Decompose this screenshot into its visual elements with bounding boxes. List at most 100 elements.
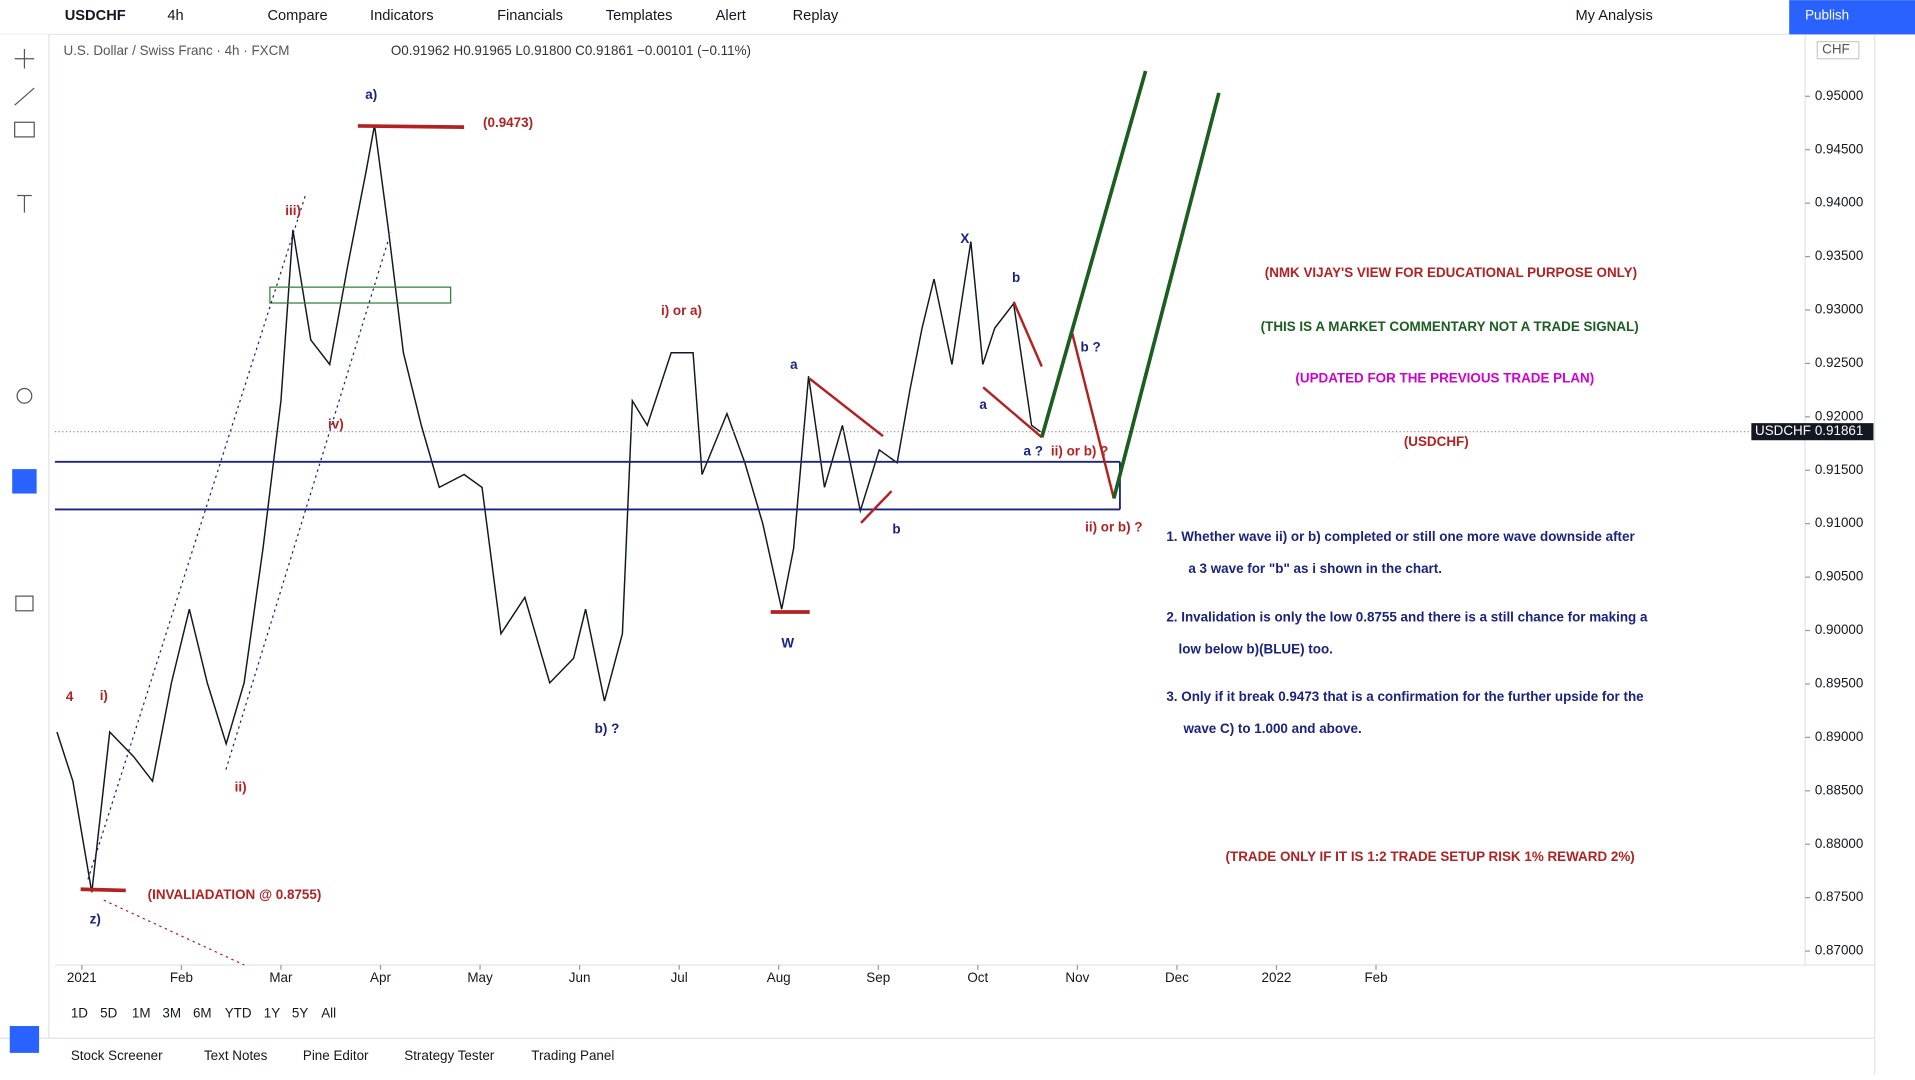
range-button[interactable]: 5D	[100, 1005, 117, 1020]
commentary: (NMK VIJAY'S VIEW FOR EDUCATIONAL PURPOS…	[1166, 265, 1648, 864]
wave-label: ii)	[235, 779, 247, 794]
x-tick-label: Apr	[370, 970, 391, 985]
wave-label: (INVALIADATION @ 0.8755)	[148, 887, 322, 902]
range-button[interactable]: 1D	[71, 1005, 88, 1020]
note: (THIS IS A MARKET COMMENTARY NOT A TRADE…	[1261, 319, 1639, 334]
legend-title: U.S. Dollar / Swiss Franc · 4h · FXCM	[64, 43, 290, 58]
bottom-tab[interactable]: Trading Panel	[531, 1048, 614, 1063]
note: 2. Invalidation is only the low 0.8755 a…	[1166, 610, 1648, 625]
y-tick-label: 0.87000	[1815, 943, 1864, 958]
x-tick-label: May	[467, 970, 493, 985]
wave-label: i) or a)	[661, 303, 702, 318]
x-tick-label: Mar	[269, 970, 293, 985]
y-tick-label: 0.89500	[1815, 675, 1864, 690]
x-tick-label: 2021	[67, 970, 97, 985]
wave-label: iv)	[328, 417, 344, 432]
x-tick-label: Jul	[671, 970, 688, 985]
y-tick-label: 0.92000	[1815, 408, 1864, 423]
range-button[interactable]: 5Y	[292, 1005, 308, 1020]
toolbar-button[interactable]: Compare	[267, 8, 327, 24]
note: a 3 wave for "b" as i shown in the chart…	[1188, 561, 1442, 576]
last-price-symbol: USDCHF	[1755, 423, 1811, 438]
publish-label[interactable]: Publish	[1805, 8, 1849, 23]
note: 1. Whether wave ii) or b) completed or s…	[1166, 529, 1635, 544]
wave-label: 4	[66, 689, 74, 704]
note-heading: (USDCHF)	[1404, 434, 1469, 449]
wave-label: b) ?	[595, 721, 620, 736]
wave-label: b	[1012, 270, 1020, 285]
wave-label: ii) or b) ?	[1051, 444, 1108, 459]
wave-label: (0.9473)	[483, 115, 533, 130]
wave-label: a	[979, 397, 987, 412]
interval[interactable]: 4h	[167, 8, 183, 24]
y-tick-label: 0.90000	[1815, 622, 1864, 637]
y-tick-label: 0.90500	[1815, 569, 1864, 584]
x-tick-label: Oct	[967, 970, 988, 985]
x-tick-label: Nov	[1065, 970, 1089, 985]
y-tick-label: 0.94000	[1815, 195, 1864, 210]
wave-label: iii)	[285, 203, 301, 218]
wave-label: X	[960, 231, 969, 246]
note: (NMK VIJAY'S VIEW FOR EDUCATIONAL PURPOS…	[1265, 265, 1637, 280]
annotations: a) (0.9473) iii) iv) i) or a) a X b a b …	[66, 87, 1143, 926]
x-tick-label: Aug	[767, 970, 791, 985]
x-tick-label: Feb	[1364, 970, 1387, 985]
legend-ohlc: O0.91962 H0.91965 L0.91800 C0.91861 −0.0…	[391, 43, 751, 58]
range-button[interactable]: 1Y	[264, 1005, 280, 1020]
x-tick-label: Dec	[1165, 970, 1189, 985]
note: wave C) to 1.000 and above.	[1182, 721, 1361, 736]
toolbar-button[interactable]: Alert	[716, 8, 746, 24]
wave-label: ii) or b) ?	[1085, 519, 1142, 534]
range-button[interactable]: YTD	[225, 1005, 252, 1020]
bottom-tab[interactable]: Stock Screener	[71, 1048, 163, 1063]
wave-label: a ?	[1024, 444, 1043, 459]
last-price-label: 0.91861	[1815, 423, 1864, 438]
y-tick-label: 0.93000	[1815, 302, 1864, 317]
bottom-tab[interactable]: Pine Editor	[303, 1048, 369, 1063]
price-line	[56, 125, 1041, 893]
range-button[interactable]: 6M	[193, 1005, 212, 1020]
note-banner: (TRADE ONLY IF IT IS 1:2 TRADE SETUP RIS…	[1226, 849, 1635, 864]
y-tick-label: 0.95000	[1815, 88, 1864, 103]
plot: 0.87000 0.87500 0.88000 0.88500 0.89000 0.895…	[54, 88, 1874, 985]
symbol[interactable]: USDCHF	[65, 8, 126, 24]
note: low below b)(BLUE) too.	[1179, 641, 1333, 656]
currency-box[interactable]	[1816, 41, 1860, 60]
x-tick-label: Feb	[170, 970, 193, 985]
toolbar-button[interactable]: Templates	[606, 8, 673, 24]
wave-label: b	[892, 522, 900, 537]
y-tick-label: 0.88500	[1815, 782, 1864, 797]
range-button[interactable]: 1M	[132, 1005, 151, 1020]
wave-label: a)	[365, 87, 377, 102]
x-tick-label: Sep	[866, 970, 890, 985]
last-price-box	[1751, 423, 1874, 441]
wave-label: z)	[90, 911, 101, 926]
toolbar-button[interactable]: Replay	[793, 8, 839, 24]
currency[interactable]: CHF	[1822, 42, 1850, 57]
wave-label: b ?	[1081, 340, 1101, 355]
range-button[interactable]: 3M	[162, 1005, 181, 1020]
y-tick-label: 0.87500	[1815, 889, 1864, 904]
bottom-tab[interactable]: Strategy Tester	[404, 1048, 495, 1063]
bottom-tab[interactable]: Text Notes	[204, 1048, 268, 1063]
toolbar-button[interactable]: Financials	[497, 8, 563, 24]
range-button[interactable]: All	[321, 1005, 336, 1020]
wave-label: a	[790, 357, 798, 372]
toolbar-button[interactable]: Indicators	[370, 8, 433, 24]
left-toolbar	[0, 34, 49, 1075]
wave-label: i)	[100, 688, 108, 703]
x-tick-label: 2022	[1262, 970, 1292, 985]
note: 3. Only if it break 0.9473 that is a con…	[1166, 689, 1643, 704]
top-toolbar	[0, 0, 1915, 35]
drawings	[54, 70, 1221, 966]
y-tick-label: 0.92500	[1815, 355, 1864, 370]
wave-label: W	[781, 635, 794, 650]
publish-button[interactable]	[1789, 0, 1915, 35]
left-icons	[9, 48, 40, 1053]
y-tick-label: 0.89000	[1815, 729, 1864, 744]
y-tick-label: 0.91500	[1815, 462, 1864, 477]
layout-name[interactable]: My Analysis	[1575, 8, 1652, 24]
y-tick-label: 0.94500	[1815, 141, 1864, 156]
